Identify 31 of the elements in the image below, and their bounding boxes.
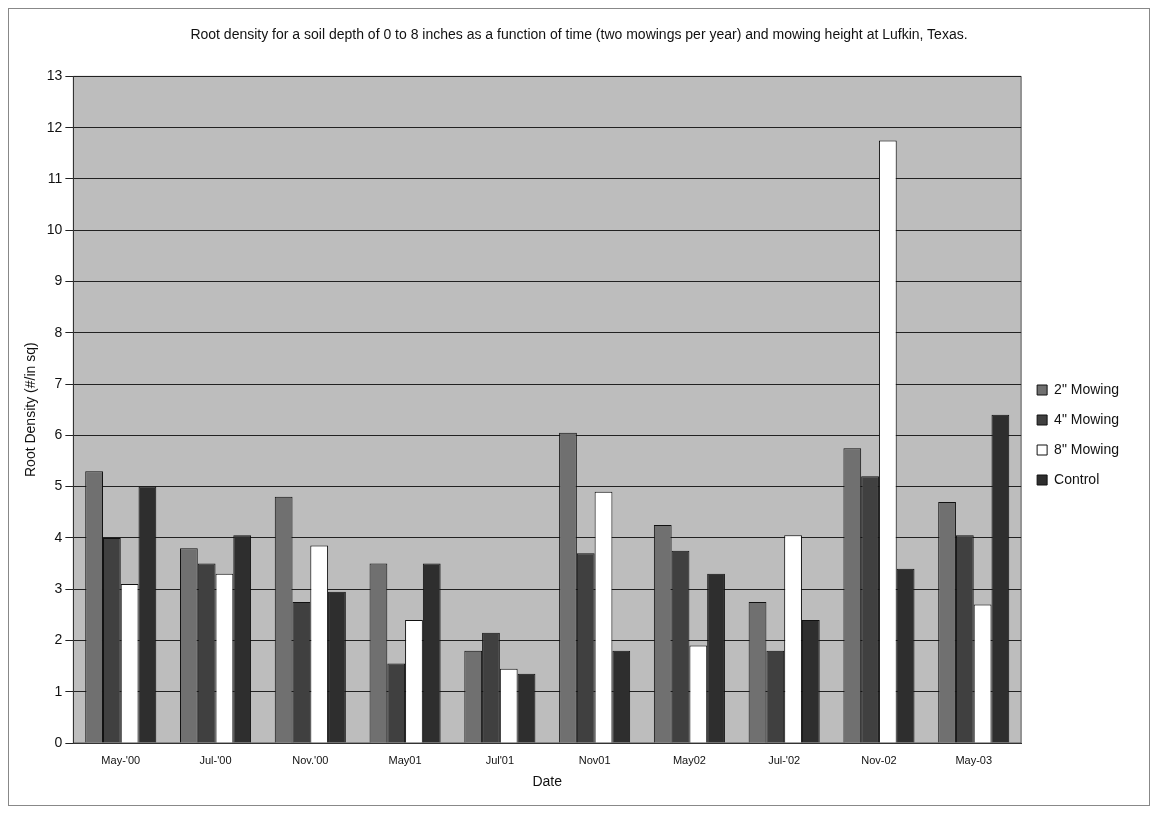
y-tick-label: 9 (54, 272, 63, 289)
x-tick-label: Nov01 (578, 753, 611, 766)
legend-label: Control (1054, 470, 1100, 487)
y-axis-title: Root Density (#/in sq) (22, 342, 39, 477)
y-tick-label: 8 (54, 323, 63, 340)
x-tick-label: May02 (672, 753, 706, 766)
x-tick-label: Jul'01 (485, 753, 515, 766)
y-tick-label: 4 (54, 528, 63, 545)
x-tick-label: Nov.'00 (292, 753, 329, 766)
x-tick-label: May-'00 (101, 753, 141, 766)
y-tick-label: 1 (54, 682, 63, 699)
y-tick-label: 7 (54, 374, 63, 391)
y-tick-label: 11 (47, 169, 63, 186)
legend-label: 4" Mowing (1054, 410, 1119, 427)
legend-label: 2" Mowing (1054, 380, 1119, 397)
y-tick-label: 6 (54, 426, 63, 443)
x-tick-label: Nov-02 (861, 753, 897, 766)
y-tick-label: 10 (46, 221, 63, 238)
x-tick-label: May01 (388, 753, 422, 766)
legend-label: 8" Mowing (1054, 440, 1119, 457)
chart-title: Root density for a soil depth of 0 to 8 inches as a function of time (two mowings per year) and mowing height at Lufkin, Texas. (189, 25, 969, 44)
y-tick-label: 12 (46, 118, 63, 135)
x-tick-label: Jul-'00 (199, 753, 232, 766)
y-tick-label: 0 (54, 733, 63, 750)
y-tick-label: 3 (54, 580, 63, 597)
y-tick-label: 2 (54, 631, 63, 648)
y-tick-label: 5 (54, 477, 63, 494)
y-tick-label: 13 (46, 67, 63, 84)
x-tick-label: Jul-'02 (768, 753, 801, 766)
x-tick-label: May-03 (955, 753, 993, 766)
x-axis-title: Date (532, 773, 563, 790)
